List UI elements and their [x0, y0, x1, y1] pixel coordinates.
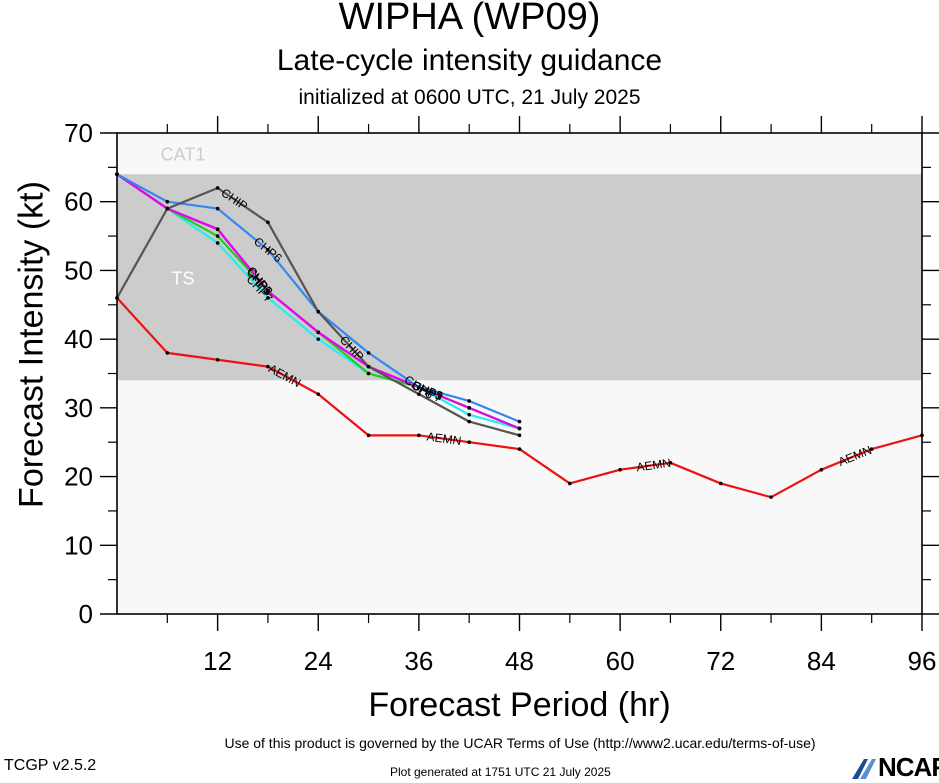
- y-tick-label-40: 40: [64, 324, 93, 354]
- point-aemn-84: [819, 467, 824, 472]
- point-chip-18: [266, 220, 270, 225]
- x-tick-label-36: 36: [404, 646, 433, 676]
- point-chp3-30: [366, 371, 371, 376]
- point-chp1-42: [467, 406, 471, 410]
- band-below-ts: [117, 380, 922, 614]
- y-tick-label-50: 50: [64, 255, 93, 285]
- y-tick-label-0: 0: [79, 599, 93, 629]
- point-aemn-30: [366, 433, 371, 438]
- point-chip-6: [165, 206, 170, 211]
- point-chp6-42: [467, 399, 471, 403]
- x-tick-label-48: 48: [505, 646, 534, 676]
- y-tick-label-70: 70: [64, 118, 93, 148]
- intensity-bands: CAT1 TS: [117, 133, 922, 614]
- band-cat1: [117, 133, 922, 175]
- point-aemn-48: [517, 447, 522, 451]
- point-chip-42: [467, 419, 471, 424]
- point-chp6-18: [266, 248, 270, 252]
- x-tick-label-96: 96: [908, 646, 937, 676]
- point-aemn-42: [467, 440, 471, 445]
- point-chp3-12: [215, 234, 220, 238]
- band-ts: [117, 174, 922, 381]
- point-chip-30: [366, 364, 371, 369]
- x-axis-label: Forecast Period (hr): [368, 686, 671, 724]
- point-chip-12: [215, 186, 220, 190]
- point-aemn-12: [215, 357, 220, 362]
- point-aemn-24: [316, 392, 321, 396]
- point-aemn-36: [417, 433, 421, 438]
- point-chp7-12: [215, 241, 220, 245]
- point-chp6-48: [517, 419, 522, 424]
- generated-time: Plot generated at 1751 UTC 21 July 2025: [390, 765, 611, 779]
- x-tick-label-24: 24: [304, 646, 333, 676]
- x-tick-label-60: 60: [606, 646, 635, 676]
- point-chp6-30: [366, 351, 371, 355]
- point-chip-48: [517, 433, 522, 438]
- point-chp1-48: [517, 426, 522, 431]
- point-chp1-24: [316, 330, 321, 335]
- version-label: TCGP v2.5.2: [4, 757, 97, 774]
- point-aemn-60: [618, 467, 622, 472]
- x-tick-label-84: 84: [807, 646, 836, 676]
- point-chip-24: [316, 309, 321, 314]
- point-aemn-66: [668, 461, 673, 465]
- band-label-ts: TS: [171, 268, 194, 288]
- point-chip-36: [417, 392, 421, 396]
- chart-title: WIPHA (WP09): [338, 0, 601, 38]
- point-aemn-18: [266, 364, 270, 369]
- point-aemn-54: [568, 481, 572, 486]
- point-chp7-24: [316, 337, 321, 341]
- terms-of-use: Use of this product is governed by the U…: [224, 735, 816, 751]
- series-label-aemn-1: AEMN: [426, 429, 462, 448]
- chart-axes: 0 10 20 30 40 50 60 70 12 24 36 48 60 72 84 96: [64, 116, 939, 676]
- point-aemn-72: [718, 481, 723, 486]
- series-label-aemn-2: AEMN: [636, 456, 672, 475]
- ncar-logo-text: NCAR: [878, 752, 939, 782]
- point-chp7-42: [467, 412, 471, 417]
- point-chp6-6: [165, 199, 170, 204]
- point-chp7-18: [266, 296, 270, 300]
- chart-subtitle: Late-cycle intensity guidance: [276, 44, 663, 77]
- point-chp1-18: [266, 289, 270, 293]
- y-tick-label-10: 10: [64, 530, 93, 560]
- x-tick-label-12: 12: [203, 646, 232, 676]
- point-aemn-90: [869, 447, 874, 451]
- point-chp1-12: [215, 227, 220, 231]
- y-axis-label: Forecast Intensity (kt): [12, 181, 51, 508]
- series-lines: [115, 172, 924, 499]
- ncar-logo: NCAR: [850, 752, 939, 782]
- ncar-logo-mark: [852, 759, 876, 779]
- y-tick-label-20: 20: [64, 462, 93, 492]
- y-tick-label-60: 60: [64, 187, 93, 217]
- band-label-cat1: CAT1: [161, 145, 206, 165]
- point-chp6-36: [417, 385, 421, 390]
- y-tick-label-30: 30: [64, 393, 93, 423]
- point-aemn-78: [769, 495, 773, 499]
- point-chp6-12: [215, 206, 220, 211]
- x-tick-label-72: 72: [706, 646, 735, 676]
- init-time-label: initialized at 0600 UTC, 21 July 2025: [298, 86, 641, 109]
- point-aemn-6: [165, 351, 170, 355]
